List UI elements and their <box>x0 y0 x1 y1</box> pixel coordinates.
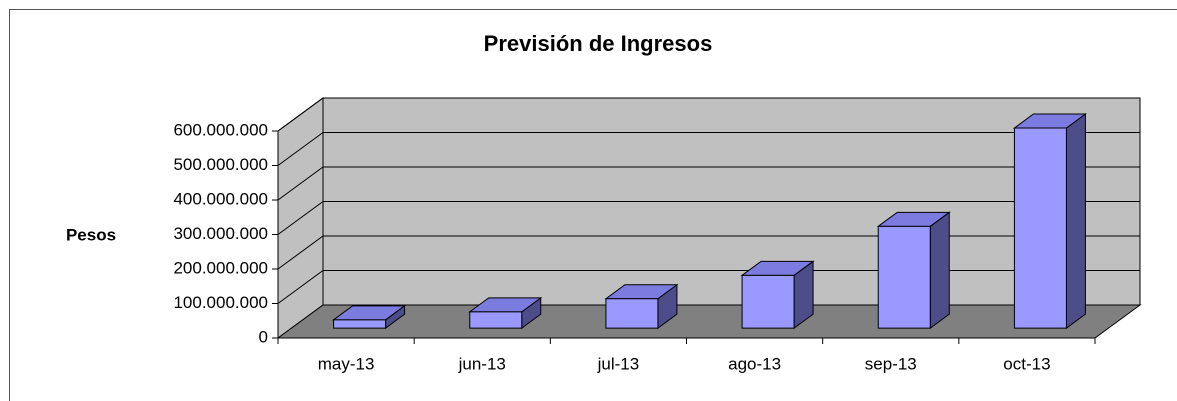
bar <box>332 304 407 330</box>
grid-line <box>277 132 1140 166</box>
y-tick-label: 200.000.000 <box>173 258 268 277</box>
x-tick-label: ago-13 <box>728 354 781 373</box>
bar-front <box>741 274 795 329</box>
bar <box>876 211 951 330</box>
x-tick-label: may-13 <box>318 354 375 373</box>
y-tick-label: 300.000.000 <box>173 224 268 243</box>
x-tick-label: jul-13 <box>597 354 640 373</box>
bar-side <box>929 211 950 330</box>
bar-side <box>1065 113 1086 330</box>
bar <box>740 260 815 330</box>
y-tick-label: 0 <box>259 327 268 346</box>
y-tick-label: 400.000.000 <box>173 189 268 208</box>
floor <box>276 304 1142 339</box>
grid-line <box>277 235 1140 270</box>
bar-front <box>1013 127 1067 329</box>
bar <box>468 296 543 330</box>
chart-title: Previsión de Ingresos <box>484 31 713 56</box>
bar <box>1012 113 1087 330</box>
bar-front <box>469 311 523 329</box>
bar-front <box>877 225 931 329</box>
bar <box>604 283 679 330</box>
y-tick-label: 600.000.000 <box>173 120 268 139</box>
y-tick-label: 100.000.000 <box>173 293 268 312</box>
grid-line <box>277 97 1140 132</box>
x-tick-label: jun-13 <box>458 354 506 373</box>
bar-front <box>605 298 659 329</box>
grid-line <box>277 270 1140 304</box>
y-axis-title: Pesos <box>66 225 116 244</box>
x-tick-label: oct-13 <box>1003 354 1050 373</box>
x-tick-label: sep-13 <box>865 354 917 373</box>
grid-line <box>277 166 1140 201</box>
y-tick-label: 500.000.000 <box>173 155 268 174</box>
bar-front <box>333 319 387 329</box>
grid-line <box>277 201 1140 235</box>
